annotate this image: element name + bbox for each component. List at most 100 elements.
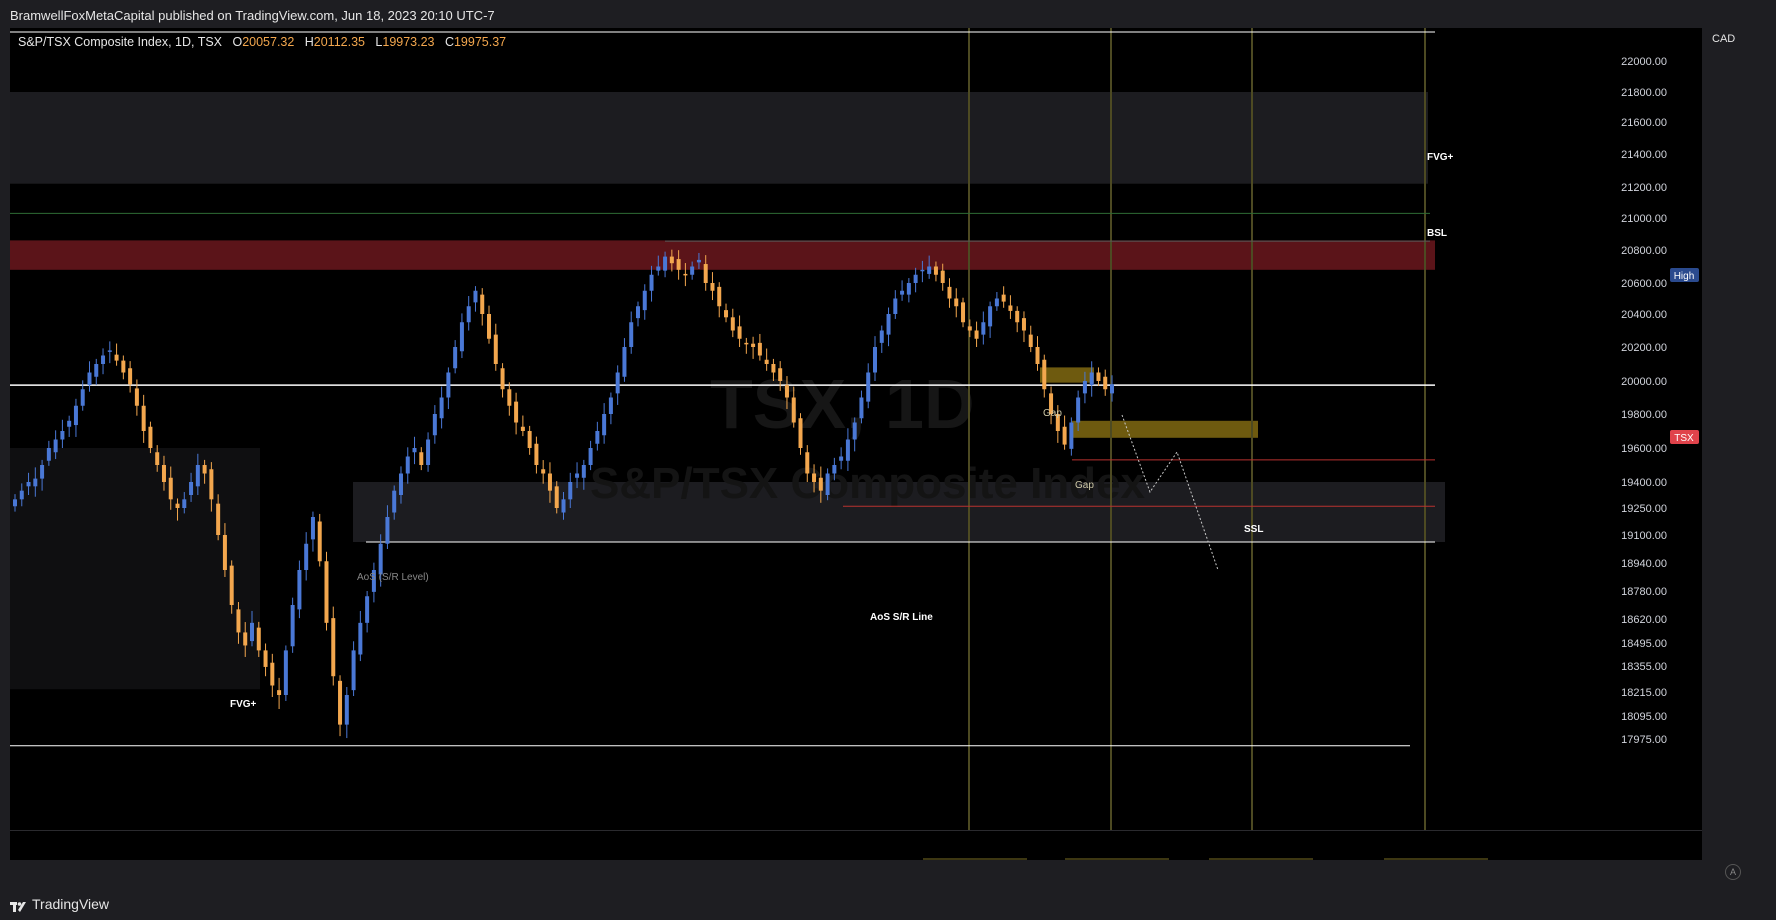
candle-body	[13, 499, 17, 507]
candle	[683, 263, 688, 287]
resistance-zone	[10, 240, 1435, 270]
candle-body	[561, 499, 566, 513]
legend-low-label: L	[375, 35, 383, 49]
candle-body	[202, 465, 207, 474]
candle	[690, 261, 695, 280]
candle	[764, 348, 769, 371]
candle	[439, 386, 444, 429]
candle	[378, 534, 383, 587]
candle-body	[473, 290, 478, 303]
candle	[1008, 295, 1013, 319]
candle	[256, 621, 261, 657]
candle-body	[940, 270, 945, 283]
candle-body	[520, 426, 525, 431]
candle-body	[222, 535, 227, 570]
candle	[575, 462, 580, 489]
auto-scale-button[interactable]: A	[1725, 864, 1741, 880]
candle	[107, 341, 112, 364]
candle-body	[757, 342, 762, 356]
candle-body	[94, 364, 99, 377]
price-tick-label: 22000.00	[1621, 56, 1667, 68]
tradingview-logo[interactable]: TradingView	[10, 896, 109, 912]
candle-body	[1062, 426, 1067, 445]
candle	[480, 288, 485, 326]
candle-body	[1008, 305, 1013, 311]
candle	[737, 315, 742, 347]
candle	[608, 392, 613, 425]
candle-body	[852, 422, 857, 440]
candle	[893, 290, 898, 319]
candle	[500, 363, 505, 398]
ohlc-legend: S&P/TSX Composite Index, 1D, TSX O20057.…	[18, 35, 506, 49]
price-tick-label: 19600.00	[1621, 443, 1667, 455]
candle	[250, 610, 255, 647]
candle	[663, 251, 668, 278]
candle	[209, 462, 214, 512]
legend-high-value: 20112.35	[313, 35, 365, 49]
gap-label-1: Gap	[1043, 408, 1062, 419]
candle	[412, 436, 417, 465]
price-tick-label: 19800.00	[1621, 409, 1667, 421]
candle	[581, 459, 586, 490]
candle-body	[832, 465, 837, 474]
candle-body	[155, 452, 160, 465]
candle-body	[554, 486, 559, 508]
candle-body	[134, 388, 139, 406]
candle	[182, 492, 187, 514]
candle	[595, 421, 600, 451]
badge-tsx-label: TSX	[1674, 433, 1694, 444]
price-tick-label: 18355.00	[1621, 661, 1667, 673]
candle-body	[338, 680, 343, 725]
candle-body	[182, 499, 187, 508]
candle	[933, 261, 938, 282]
price-tick-label: 18495.00	[1621, 638, 1667, 650]
candle-body	[1089, 372, 1094, 386]
chart-pane[interactable]: TSX, 1D S&P/TSX Composite Index FVG+ BSL Gap…	[10, 28, 1702, 860]
candle	[757, 333, 762, 361]
price-tick-label: 17975.00	[1621, 734, 1667, 746]
candle-body	[568, 482, 573, 500]
candle-body	[304, 543, 309, 570]
candle	[771, 358, 776, 381]
candle-body	[947, 286, 952, 299]
candle-body	[236, 609, 241, 633]
candle	[954, 288, 959, 318]
candle	[805, 445, 810, 482]
chart-svg[interactable]: TSX, 1D S&P/TSX Composite Index FVG+ BSL Gap…	[10, 28, 1702, 860]
aos-line-label: AoS S/R Line	[870, 612, 933, 623]
candle	[351, 641, 356, 696]
candle	[906, 278, 911, 303]
candle-body	[107, 350, 112, 352]
candle	[1042, 354, 1047, 398]
candle-body	[974, 330, 979, 339]
price-tick-label: 20600.00	[1621, 278, 1667, 290]
candle	[845, 428, 850, 471]
candle	[622, 338, 627, 382]
candle-body	[1021, 318, 1026, 331]
legend-open-value: 20057.32	[242, 35, 295, 49]
gap-label-2: Gap	[1075, 480, 1094, 491]
legend-high-label: H	[304, 35, 314, 49]
price-tick-label: 21400.00	[1621, 149, 1667, 161]
candle	[927, 255, 932, 279]
candle-body	[243, 632, 248, 646]
candle-body	[1069, 422, 1074, 449]
tradingview-logo-icon	[10, 899, 26, 912]
candle-body	[690, 266, 695, 275]
candle-body	[696, 259, 701, 263]
candle-body	[764, 359, 769, 364]
candle	[1062, 415, 1067, 450]
candle-body	[866, 372, 871, 402]
price-scale: 17975.00 18095.00 18215.00 18355.00 18495.00…	[1502, 28, 1702, 860]
candle	[371, 562, 376, 603]
candle	[317, 513, 322, 567]
candle-body	[419, 452, 424, 465]
candle-body	[818, 477, 823, 491]
candle-body	[886, 314, 891, 335]
candle-body	[371, 570, 376, 592]
gap-zone-1	[1040, 367, 1094, 383]
candle	[649, 265, 654, 302]
candle-body	[317, 521, 322, 562]
candle	[1089, 361, 1094, 397]
candle	[629, 311, 634, 354]
